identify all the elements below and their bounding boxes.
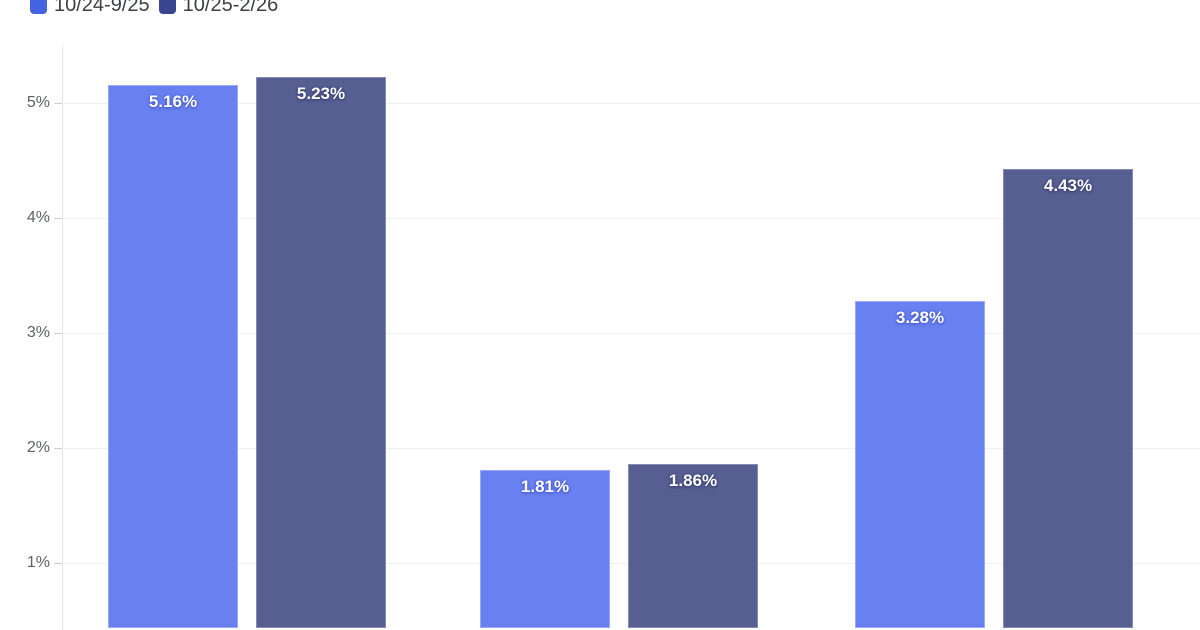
bar-series1-group1[interactable]: 5.16%: [108, 85, 238, 628]
y-tick-4%: [54, 218, 62, 219]
bar-series1-group2[interactable]: 1.81%: [480, 470, 610, 628]
y-axis-label-2%: 2%: [26, 439, 50, 456]
y-axis-label-1%: 1%: [26, 554, 50, 571]
y-tick-1%: [54, 563, 62, 564]
legend-marker-series2[interactable]: [158, 0, 176, 14]
bar-series2-group1[interactable]: 5.23%: [256, 77, 386, 628]
gridline-5%: [62, 103, 1200, 104]
y-axis-label-4%: 4%: [26, 209, 50, 226]
bar-value-label: 1.86%: [668, 471, 718, 490]
bar-value-label: 5.16%: [148, 92, 198, 111]
y-tick-3%: [54, 333, 62, 334]
y-tick-2%: [54, 448, 62, 449]
bar-series2-group2[interactable]: 1.86%: [628, 464, 758, 628]
legend-marker-series1[interactable]: [30, 0, 47, 14]
gridline-3%: [62, 333, 1200, 334]
legend-label-series1[interactable]: 10/24-9/25: [54, 0, 150, 16]
bar-value-label: 4.43%: [1043, 176, 1093, 195]
bar-value-label: 1.81%: [520, 477, 570, 496]
bar-value-label: 5.23%: [296, 84, 346, 103]
bar-series2-group3[interactable]: 4.43%: [1003, 169, 1133, 628]
chart-legend: 10/24-9/25 10/25-2/26: [30, 0, 278, 17]
gridline-4%: [62, 218, 1200, 219]
legend-label-series2[interactable]: 10/25-2/26: [182, 0, 279, 16]
y-axis-label-5%: 5%: [26, 94, 50, 111]
bar-series1-group3[interactable]: 3.28%: [855, 301, 985, 628]
gridline-2%: [62, 448, 1200, 449]
y-axis-line: [62, 45, 63, 630]
y-tick-5%: [54, 103, 62, 104]
y-axis-label-3%: 3%: [26, 324, 50, 341]
bar-value-label: 3.28%: [895, 308, 945, 327]
